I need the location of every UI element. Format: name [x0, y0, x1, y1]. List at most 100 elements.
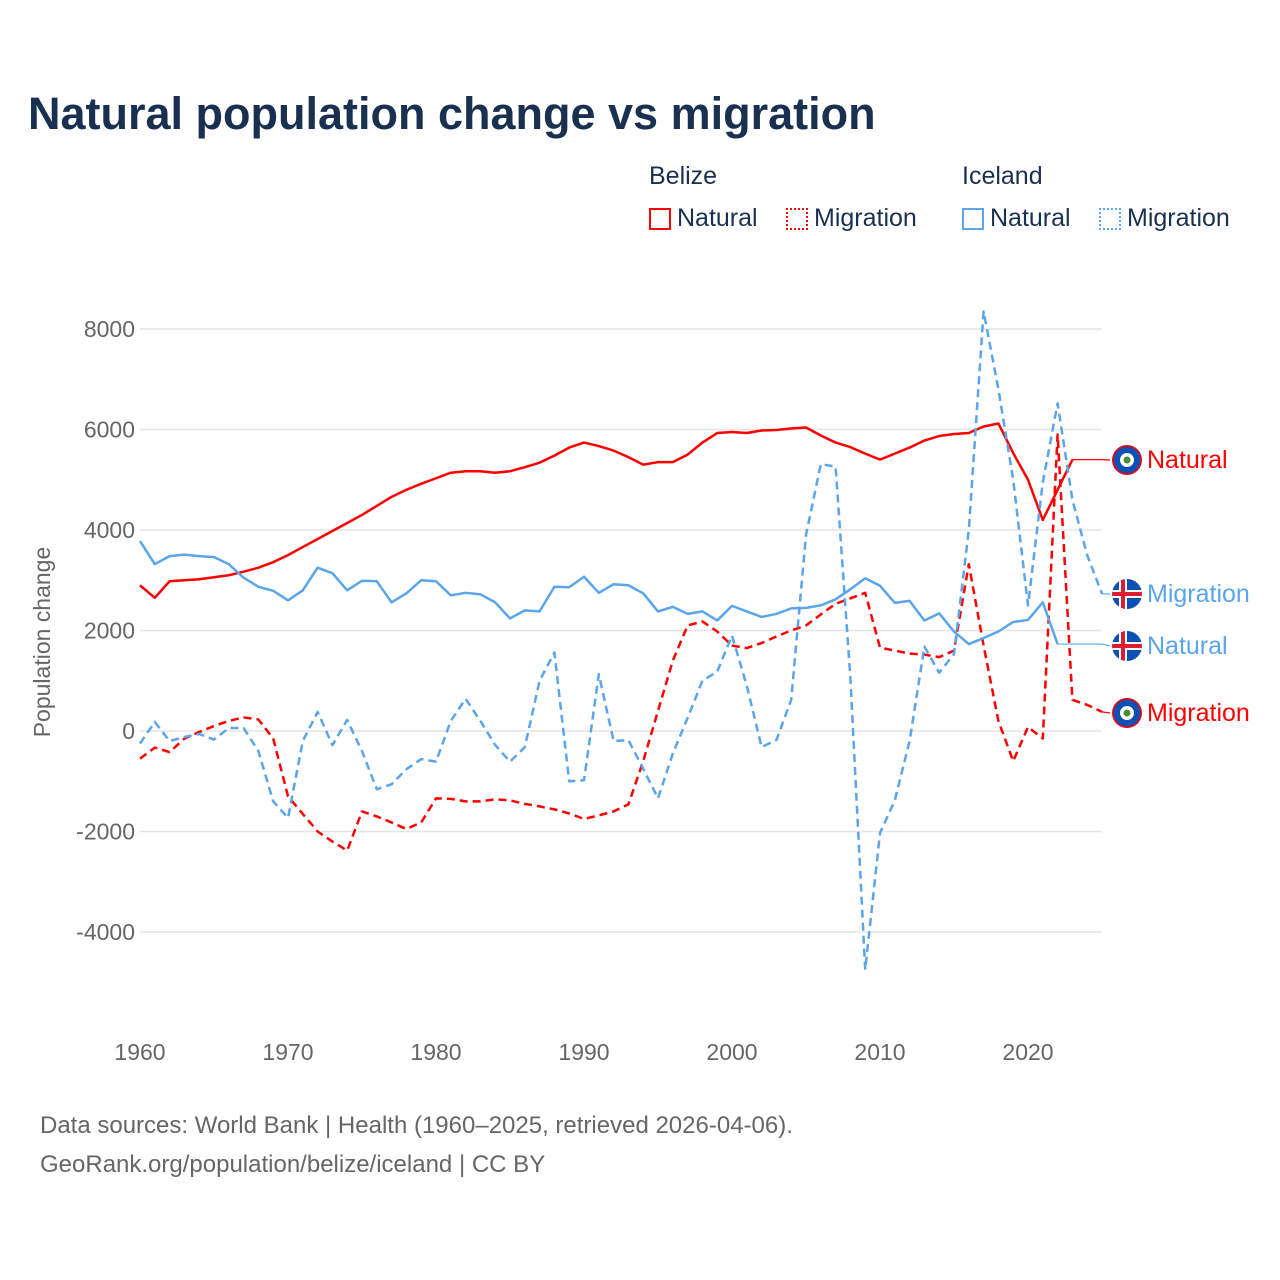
data-point[interactable]: [980, 422, 988, 430]
data-point[interactable]: [240, 713, 248, 721]
data-point[interactable]: [373, 577, 381, 585]
data-point[interactable]: [980, 642, 988, 650]
data-point[interactable]: [166, 737, 174, 745]
data-point[interactable]: [994, 419, 1002, 427]
data-point[interactable]: [299, 586, 307, 594]
data-point[interactable]: [195, 575, 203, 583]
data-point[interactable]: [447, 469, 455, 477]
data-point[interactable]: [299, 543, 307, 551]
data-point[interactable]: [1083, 701, 1091, 709]
data-point[interactable]: [610, 447, 618, 455]
data-point[interactable]: [713, 668, 721, 676]
data-point[interactable]: [447, 591, 455, 599]
data-point[interactable]: [669, 458, 677, 466]
data-point[interactable]: [314, 708, 322, 716]
data-point[interactable]: [136, 581, 144, 589]
data-point[interactable]: [950, 650, 958, 658]
data-point[interactable]: [210, 736, 218, 744]
data-point[interactable]: [1024, 601, 1032, 609]
data-point[interactable]: [269, 587, 277, 595]
data-point[interactable]: [965, 640, 973, 648]
legend-item-iceland-migration[interactable]: Migration: [1099, 204, 1230, 233]
data-point[interactable]: [846, 443, 854, 451]
data-point[interactable]: [402, 765, 410, 773]
data-point[interactable]: [980, 307, 988, 315]
data-point[interactable]: [920, 643, 928, 651]
data-point[interactable]: [388, 493, 396, 501]
data-point[interactable]: [550, 583, 558, 591]
data-point[interactable]: [698, 617, 706, 625]
data-point[interactable]: [521, 606, 529, 614]
data-point[interactable]: [284, 814, 292, 822]
data-point[interactable]: [210, 553, 218, 561]
data-point[interactable]: [861, 574, 869, 582]
data-point[interactable]: [225, 717, 233, 725]
data-point[interactable]: [225, 724, 233, 732]
data-point[interactable]: [698, 607, 706, 615]
data-point[interactable]: [476, 467, 484, 475]
data-point[interactable]: [299, 737, 307, 745]
data-point[interactable]: [817, 432, 825, 440]
data-point[interactable]: [743, 682, 751, 690]
data-point[interactable]: [343, 519, 351, 527]
data-point[interactable]: [151, 718, 159, 726]
data-point[interactable]: [565, 583, 573, 591]
data-point[interactable]: [861, 966, 869, 974]
data-point[interactable]: [935, 609, 943, 617]
data-point[interactable]: [802, 531, 810, 539]
data-point[interactable]: [891, 599, 899, 607]
data-point[interactable]: [861, 450, 869, 458]
data-point[interactable]: [920, 616, 928, 624]
data-point[interactable]: [802, 423, 810, 431]
data-point[interactable]: [166, 577, 174, 585]
data-point[interactable]: [639, 757, 647, 765]
data-point[interactable]: [166, 748, 174, 756]
data-point[interactable]: [166, 552, 174, 560]
data-point[interactable]: [935, 653, 943, 661]
data-point[interactable]: [462, 589, 470, 597]
data-point[interactable]: [965, 526, 973, 534]
data-point[interactable]: [861, 589, 869, 597]
data-point[interactable]: [269, 797, 277, 805]
data-point[interactable]: [994, 628, 1002, 636]
data-point[interactable]: [284, 596, 292, 604]
data-point[interactable]: [994, 385, 1002, 393]
data-point[interactable]: [536, 677, 544, 685]
data-point[interactable]: [698, 439, 706, 447]
data-point[interactable]: [772, 736, 780, 744]
data-point[interactable]: [906, 650, 914, 658]
data-point[interactable]: [802, 621, 810, 629]
data-point[interactable]: [195, 552, 203, 560]
data-point[interactable]: [654, 707, 662, 715]
data-point[interactable]: [402, 486, 410, 494]
data-point[interactable]: [639, 461, 647, 469]
legend-item-belize-natural[interactable]: Natural: [649, 204, 758, 233]
data-point[interactable]: [195, 730, 203, 738]
data-point[interactable]: [1024, 476, 1032, 484]
data-point[interactable]: [728, 428, 736, 436]
data-point[interactable]: [743, 644, 751, 652]
data-point[interactable]: [521, 743, 529, 751]
data-point[interactable]: [476, 717, 484, 725]
data-point[interactable]: [536, 607, 544, 615]
data-point[interactable]: [506, 796, 514, 804]
data-point[interactable]: [447, 717, 455, 725]
data-point[interactable]: [328, 569, 336, 577]
data-point[interactable]: [772, 426, 780, 434]
data-point[interactable]: [624, 800, 632, 808]
data-point[interactable]: [950, 430, 958, 438]
data-point[interactable]: [328, 838, 336, 846]
data-point[interactable]: [254, 564, 262, 572]
data-point[interactable]: [1024, 616, 1032, 624]
data-point[interactable]: [269, 735, 277, 743]
data-point[interactable]: [758, 639, 766, 647]
data-point[interactable]: [462, 695, 470, 703]
data-point[interactable]: [787, 627, 795, 635]
data-point[interactable]: [595, 811, 603, 819]
data-point[interactable]: [550, 649, 558, 657]
data-point[interactable]: [491, 469, 499, 477]
data-point[interactable]: [846, 585, 854, 593]
data-point[interactable]: [343, 847, 351, 855]
data-point[interactable]: [521, 463, 529, 471]
data-point[interactable]: [343, 716, 351, 724]
